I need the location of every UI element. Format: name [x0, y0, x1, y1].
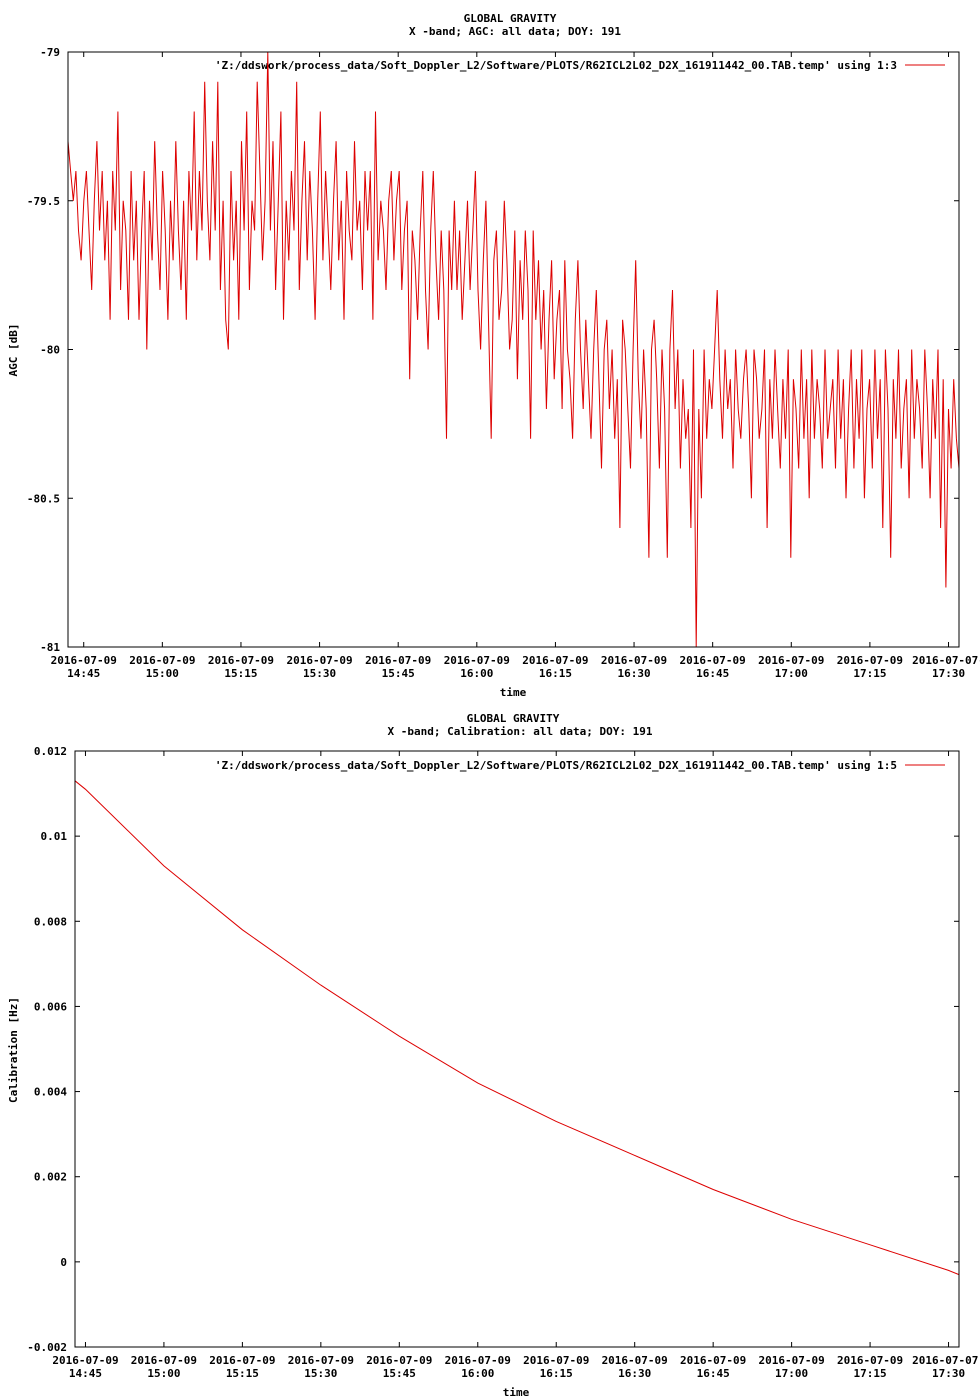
x-tick-time-label: 16:15 — [539, 667, 572, 680]
y-tick-label: 0.008 — [34, 915, 67, 928]
x-tick-date-label: 2016-07-09 — [209, 1354, 275, 1367]
x-tick-date-label: 2016-07-09 — [522, 654, 588, 667]
x-tick-time-label: 15:00 — [147, 1367, 180, 1380]
x-tick-time-label: 17:15 — [853, 667, 886, 680]
x-tick-date-label: 2016-07-09 — [758, 1354, 824, 1367]
x-tick-time-label: 15:45 — [383, 1367, 416, 1380]
x-tick-date-label: 2016-07-09 — [523, 1354, 589, 1367]
y-tick-label: 0.012 — [34, 745, 67, 758]
x-ticks: 2016-07-0914:452016-07-0915:002016-07-09… — [52, 751, 980, 1380]
x-tick-date-label: 2016-07-09 — [444, 654, 510, 667]
y-tick-label: -80 — [40, 344, 60, 357]
y-tick-label: -80.5 — [27, 492, 60, 505]
x-tick-time-label: 15:15 — [226, 1367, 259, 1380]
legend-label: 'Z:/ddswork/process_data/Soft_Doppler_L2… — [215, 759, 897, 772]
x-tick-time-label: 16:00 — [460, 667, 493, 680]
y-tick-label: 0 — [60, 1256, 67, 1269]
x-tick-date-label: 2016-07-09 — [208, 654, 274, 667]
plot-frame — [74, 750, 960, 1348]
x-tick-time-label: 16:00 — [461, 1367, 494, 1380]
y-tick-label: -79 — [40, 46, 60, 59]
x-tick-date-label: 2016-07-09 — [365, 654, 431, 667]
x-tick-date-label: 2016-07-09 — [288, 1354, 354, 1367]
x-tick-time-label: 15:00 — [146, 667, 179, 680]
x-tick-date-label: 2016-07-09 — [680, 1354, 746, 1367]
agc-chart: GLOBAL GRAVITY X -band; AGC: all data; D… — [7, 12, 980, 699]
x-tick-date-label: 2016-07-09 — [131, 1354, 197, 1367]
y-axis-label: AGC [dB] — [7, 324, 20, 377]
x-tick-date-label: 2016-07-09 — [129, 654, 195, 667]
x-tick-date-label: 2016-07-09 — [837, 654, 903, 667]
y-ticks: -79 -79.5 -80 -80.5 -81 — [27, 46, 959, 654]
legend-label: 'Z:/ddswork/process_data/Soft_Doppler_L2… — [215, 59, 897, 72]
series-line — [74, 780, 960, 1276]
x-tick-date-label: 2016-07-07- — [912, 654, 980, 667]
x-tick-time-label: 17:00 — [775, 1367, 808, 1380]
x-tick-time-label: 17:30 — [932, 1367, 965, 1380]
x-tick-time-label: 15:30 — [304, 1367, 337, 1380]
chart-subtitle: X -band; AGC: all data; DOY: 191 — [409, 25, 621, 38]
x-axis-label: time — [503, 1386, 530, 1399]
x-ticks: 2016-07-0914:452016-07-0915:002016-07-09… — [51, 52, 980, 680]
y-tick-label: 0.004 — [34, 1086, 67, 1099]
y-ticks: 0.012 0.01 0.008 0.006 0.004 0.002 0 -0.002 — [27, 745, 959, 1354]
x-tick-time-label: 16:30 — [617, 667, 650, 680]
x-tick-date-label: 2016-07-09 — [758, 654, 824, 667]
x-tick-time-label: 15:30 — [303, 667, 336, 680]
plot-frame — [67, 51, 960, 648]
x-tick-date-label: 2016-07-09 — [366, 1354, 432, 1367]
x-tick-time-label: 17:15 — [854, 1367, 887, 1380]
y-tick-label: 0.01 — [41, 830, 68, 843]
y-tick-label: -79.5 — [27, 195, 60, 208]
x-tick-date-label: 2016-07-09 — [286, 654, 352, 667]
x-tick-date-label: 2016-07-09 — [52, 1354, 118, 1367]
y-tick-label: -81 — [40, 641, 60, 654]
y-tick-label: -0.002 — [27, 1341, 67, 1354]
y-tick-label: 0.006 — [34, 1000, 67, 1013]
x-tick-time-label: 17:00 — [775, 667, 808, 680]
x-tick-date-label: 2016-07-09 — [837, 1354, 903, 1367]
x-tick-time-label: 16:45 — [697, 1367, 730, 1380]
x-tick-time-label: 16:45 — [696, 667, 729, 680]
chart-subtitle: X -band; Calibration: all data; DOY: 191 — [388, 725, 653, 738]
x-tick-time-label: 17:30 — [932, 667, 965, 680]
x-tick-time-label: 16:30 — [618, 1367, 651, 1380]
x-tick-date-label: 2016-07-09 — [602, 1354, 668, 1367]
x-tick-time-label: 14:45 — [67, 667, 100, 680]
x-tick-date-label: 2016-07-09 — [445, 1354, 511, 1367]
series-line — [67, 51, 960, 648]
x-tick-time-label: 15:15 — [224, 667, 257, 680]
x-tick-date-label: 2016-07-09 — [680, 654, 746, 667]
chart-title: GLOBAL GRAVITY — [464, 12, 557, 25]
calibration-chart: GLOBAL GRAVITY X -band; Calibration: all… — [7, 712, 980, 1399]
x-tick-time-label: 15:45 — [382, 667, 415, 680]
y-tick-label: 0.002 — [34, 1171, 67, 1184]
x-tick-date-label: 2016-07-09 — [601, 654, 667, 667]
x-axis-label: time — [500, 686, 527, 699]
y-axis-label: Calibration [Hz] — [7, 997, 20, 1103]
x-tick-time-label: 16:15 — [540, 1367, 573, 1380]
x-tick-time-label: 14:45 — [69, 1367, 102, 1380]
x-tick-date-label: 2016-07-09 — [51, 654, 117, 667]
chart-title: GLOBAL GRAVITY — [467, 712, 560, 725]
x-tick-date-label: 2016-07-07- — [912, 1354, 980, 1367]
